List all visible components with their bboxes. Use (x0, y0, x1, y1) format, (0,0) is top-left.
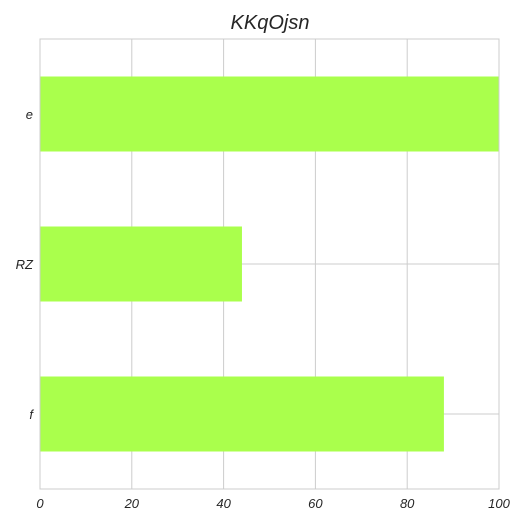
y-tick-label: f (29, 407, 34, 422)
y-tick-label: e (26, 107, 33, 122)
plot-frame (39, 38, 500, 490)
chart-title: KKqOjsn (231, 12, 310, 34)
y-axis-ticks: e RZ f (16, 107, 35, 422)
plot-border (39, 38, 500, 490)
x-tick-label: 20 (124, 496, 140, 511)
y-tick-label: RZ (16, 257, 34, 272)
bars (40, 76, 499, 452)
x-axis-ticks: 0 20 40 60 80 100 (36, 496, 510, 511)
x-tick-label: 0 (36, 496, 44, 511)
x-tick-label: 100 (488, 496, 510, 511)
bar-e (40, 76, 499, 152)
bar-RZ (40, 226, 242, 302)
x-tick-label: 60 (308, 496, 323, 511)
bar-f (40, 376, 444, 452)
x-tick-label: 80 (400, 496, 415, 511)
x-tick-label: 40 (216, 496, 231, 511)
